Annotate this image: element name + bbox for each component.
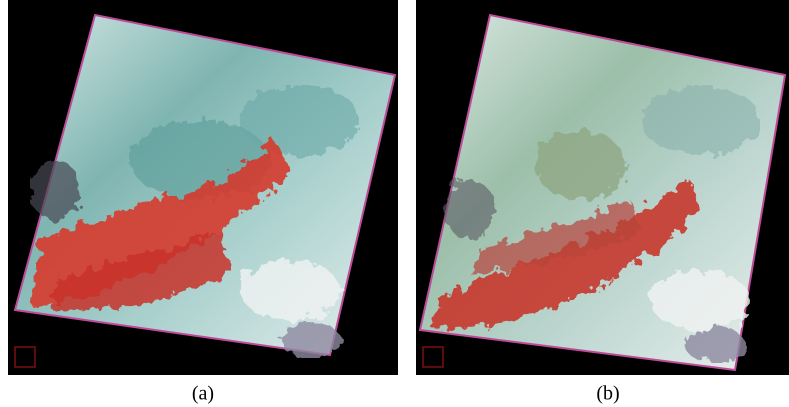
terrain-features — [30, 85, 360, 358]
image-panel-b — [416, 0, 789, 375]
corner-marker — [422, 346, 444, 368]
caption: (a) — [192, 383, 214, 405]
corner-marker — [14, 346, 36, 368]
terrain-features — [430, 85, 760, 363]
caption: (b) — [596, 383, 619, 405]
image-panel-a — [8, 0, 398, 375]
